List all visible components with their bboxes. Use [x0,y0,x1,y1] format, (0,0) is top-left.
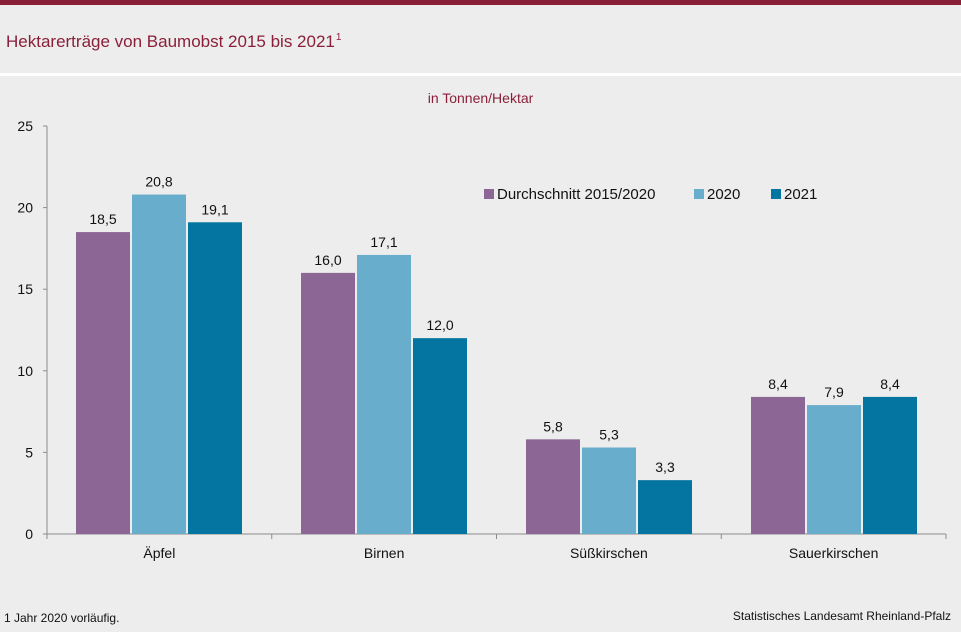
y-tick-label: 0 [25,526,33,542]
bar [526,439,580,534]
legend-swatch [694,189,704,199]
bar [188,222,242,534]
bar [132,194,186,534]
bar [301,272,355,534]
y-tick-label: 25 [17,118,33,134]
header-divider [0,73,961,76]
y-tick-label: 20 [17,200,33,216]
data-label: 7,9 [824,384,844,400]
footnote: 1 Jahr 2020 vorläufig. [4,611,120,625]
chart-subtitle: in Tonnen/Hektar [427,90,534,106]
bar [751,396,805,534]
bar [76,232,130,534]
bar [638,480,692,534]
data-label: 16,0 [314,252,341,268]
x-tick-label: Birnen [364,545,404,561]
chart-title-text: Hektarerträge von Baumobst 2015 bis 2021 [6,32,335,51]
data-label: 18,5 [89,211,116,227]
bar [582,447,636,534]
data-label: 5,3 [599,427,619,443]
x-tick-label: Süßkirschen [570,545,648,561]
legend-swatch [484,189,494,199]
bar [807,405,861,534]
chart-title: Hektarerträge von Baumobst 2015 bis 2021… [6,32,341,52]
legend-label: 2021 [784,186,817,203]
title-footnote-marker: 1 [335,32,342,43]
bar [863,396,917,534]
data-label: 8,4 [880,376,900,392]
legend-label: Durchschnitt 2015/2020 [497,186,655,203]
data-label: 12,0 [426,317,453,333]
x-tick-label: Sauerkirschen [789,545,879,561]
y-tick-label: 5 [25,444,33,460]
data-label: 20,8 [145,174,172,190]
legend-label: 2020 [707,186,740,203]
x-tick-label: Äpfel [143,545,175,561]
bar [357,254,411,535]
y-tick-label: 15 [17,281,33,297]
bar [413,338,467,534]
header: Hektarerträge von Baumobst 2015 bis 2021… [0,5,961,73]
source-note: Statistisches Landesamt Rheinland-Pfalz [732,609,951,623]
data-label: 5,8 [543,418,563,434]
y-tick-label: 10 [17,363,33,379]
data-label: 3,3 [655,459,675,475]
data-label: 19,1 [201,201,228,217]
data-label: 17,1 [370,234,397,250]
legend-swatch [771,189,781,199]
top-rule [0,0,961,5]
data-label: 8,4 [768,376,788,392]
